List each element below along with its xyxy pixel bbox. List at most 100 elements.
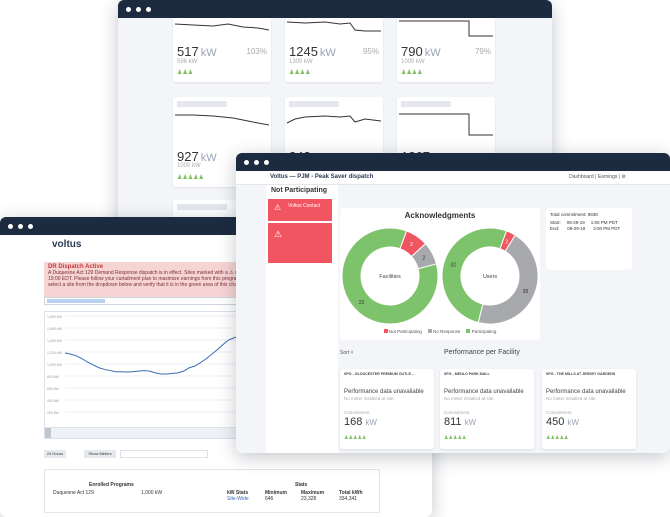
- sidebar: Not Participating ⚠ Voltus Contact ⚠: [266, 185, 338, 453]
- sparkline: [399, 20, 493, 37]
- sparkline: [399, 113, 493, 136]
- y-tick-label: 600 kW: [47, 387, 60, 391]
- sparkline: [286, 115, 382, 124]
- alert-text: A Duquesne Act 129 Demand Response dispa…: [48, 270, 246, 276]
- site-chip[interactable]: [47, 299, 105, 303]
- donut-slice-participating[interactable]: [341, 227, 439, 325]
- facility-note: No meter installed at site.: [444, 396, 495, 401]
- site-card[interactable]: 517 kW 596 kW 103% ♟♟♟: [173, 18, 271, 82]
- legend-item: No Response: [427, 329, 460, 334]
- page-title: Voltus — PJM - Peak Saver dispatch: [270, 174, 374, 180]
- hours-button[interactable]: 24 Hours: [44, 450, 66, 458]
- window-titlebar: [118, 0, 552, 18]
- stats-title: Stats: [295, 482, 308, 488]
- window-dot: [254, 159, 259, 165]
- y-tick-label: 1,200 kW: [47, 351, 62, 355]
- kw-value: 517 kW: [177, 44, 217, 59]
- window-dot: [244, 159, 249, 165]
- kw-percent: 79%: [474, 47, 491, 56]
- window-dot: [146, 6, 151, 12]
- kw-commitment: 596 kW: [177, 59, 198, 65]
- legend-item: Not Participating: [383, 329, 422, 334]
- nav-links[interactable]: Dashboard | Earnings | ⚙: [569, 174, 626, 180]
- end-row: End: 08-29-19 3:00 PM PDT: [550, 226, 621, 231]
- donut-value-label: 32: [450, 263, 456, 269]
- people-icon: ♟♟♟♟♟: [444, 435, 467, 441]
- commitment-value: 450 kW: [546, 416, 579, 428]
- facility-name: SPG - THE MILLS AT JERSEY GARDENS: [546, 372, 616, 376]
- program-name: Duquesne Act 129: [53, 490, 94, 496]
- y-tick-label: 1,800 kW: [47, 315, 62, 319]
- donut-slice-no-response[interactable]: [477, 234, 539, 325]
- kw-percent: 103%: [246, 47, 267, 56]
- placeholder-title: [289, 101, 339, 107]
- facility-name: SPG - MENLO PARK MALL: [444, 372, 490, 376]
- facility-note: No meter installed at site.: [546, 396, 597, 401]
- donut-center-label: Users: [483, 274, 498, 280]
- legend-item: Participating: [466, 329, 496, 334]
- program-kw: 1,000 kW: [141, 490, 163, 496]
- stats-header: kW Stats: [227, 490, 249, 496]
- stats-header: Minimum: [265, 490, 287, 496]
- placeholder-title: [177, 101, 227, 107]
- people-icon: ♟♟♟♟♟: [344, 435, 367, 441]
- window-dot: [18, 223, 23, 229]
- donut-value-label: 2: [505, 239, 508, 245]
- facility-tile[interactable]: SPG - GLOUCESTER PREMIUM OUTLE... Perfor…: [340, 369, 434, 449]
- facility-tile[interactable]: SPG - THE MILLS AT JERSEY GARDENS Perfor…: [542, 369, 636, 449]
- brand-logo: voltus: [52, 239, 82, 250]
- donut-value-label: 22: [359, 300, 365, 306]
- site-card[interactable]: 790 kW 1000 kW 79% ♟♟♟♟: [397, 18, 495, 82]
- stats-cell: 23,328: [301, 496, 317, 502]
- alert-text: 19:00 EDT. Please follow your curtailmen…: [48, 276, 248, 282]
- sparkline: [286, 21, 381, 32]
- people-icon: ♟♟♟♟: [401, 70, 423, 76]
- sort-dropdown[interactable]: Sort ˅: [340, 350, 354, 356]
- stats-cell: Site-Wide: [227, 496, 249, 502]
- people-icon: ♟♟♟♟♟: [546, 435, 569, 441]
- y-tick-label: 200 kW: [47, 411, 60, 415]
- donut-slice-participating[interactable]: [441, 227, 508, 324]
- kw-commitment: 1300 kW: [289, 59, 313, 65]
- chart-navigator[interactable]: [44, 427, 294, 439]
- kw-value: 1245 kW: [289, 44, 336, 59]
- alert-title: DR Dispatch Active: [48, 264, 104, 270]
- people-icon: ♟♟♟♟♟: [177, 175, 204, 181]
- facility-note: No meter installed at site.: [344, 396, 395, 401]
- alert-card[interactable]: ⚠: [268, 223, 332, 263]
- y-tick-label: 1,000 kW: [47, 363, 62, 367]
- kw-value: 927 kW: [177, 149, 217, 164]
- y-tick-label: 1,400 kW: [47, 339, 62, 343]
- window-dot: [136, 6, 141, 12]
- facility-status: Performance data unavailable: [444, 389, 524, 395]
- people-icon: ♟♟♟: [177, 70, 194, 76]
- y-tick-label: 1,600 kW: [47, 327, 62, 331]
- show-meters-button[interactable]: Show Meters: [84, 450, 116, 458]
- stats-header: Total kWh: [339, 490, 363, 496]
- site-card[interactable]: 1245 kW 1300 kW 95% ♟♟♟♟: [285, 18, 383, 82]
- dispatch-window: Voltus — PJM - Peak Saver dispatch Dashb…: [236, 153, 670, 453]
- commitment-card: Total commitment: 8938 Start: 08-29-19 1:0…: [546, 208, 632, 270]
- not-participating-title: Not Participating: [271, 187, 328, 194]
- navigator-handle[interactable]: [45, 428, 51, 438]
- sparkline: [174, 23, 270, 31]
- window-dot: [126, 6, 131, 12]
- start-row: Start: 08-29-19 1:00 PM PDT: [550, 220, 618, 225]
- window-titlebar: [236, 153, 670, 171]
- alert-card[interactable]: ⚠ Voltus Contact: [268, 199, 332, 221]
- donut-value-label: 2: [410, 242, 413, 248]
- window-dot: [28, 223, 33, 229]
- kw-percent: 95%: [362, 47, 379, 56]
- stats-header: Maximum: [301, 490, 325, 496]
- donut-value-label: 28: [523, 289, 529, 295]
- donut-center-label: Facilities: [379, 274, 401, 280]
- facility-tile[interactable]: SPG - MENLO PARK MALL Performance data u…: [440, 369, 534, 449]
- legend-swatch: [383, 329, 388, 333]
- contact-label: Voltus Contact: [288, 203, 321, 209]
- kw-commitment: 1000 kW: [177, 163, 201, 169]
- sparkline: [175, 114, 270, 126]
- meter-select[interactable]: [120, 450, 208, 458]
- acknowledgments-card: Acknowledgments 2 2 22 Facilities 2 28 32 Users…: [340, 208, 540, 340]
- window-dot: [264, 159, 269, 165]
- commitment-value: 168 kW: [344, 416, 377, 428]
